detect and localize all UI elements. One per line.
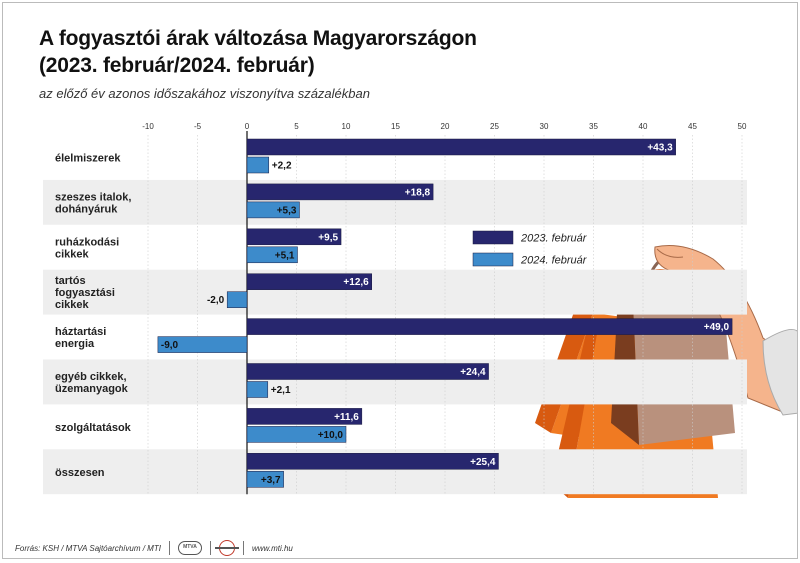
category-label: energia <box>55 338 95 350</box>
data-label: +2,1 <box>271 385 291 396</box>
bar <box>246 201 300 219</box>
footer-separator <box>168 541 170 555</box>
bar <box>157 336 248 353</box>
source-text: Forrás: KSH / MTVA Sajtóarchívum / MTI <box>15 543 161 553</box>
bar <box>246 228 342 246</box>
bar <box>246 246 298 264</box>
category-label: dohányáruk <box>55 203 118 215</box>
category-label: fogyasztási <box>55 287 115 299</box>
category-label: élelmiszerek <box>55 152 121 164</box>
category-label: cikkek <box>55 248 90 260</box>
tick-label: 5 <box>294 122 299 131</box>
category-label: összesen <box>55 467 105 479</box>
bar <box>246 453 499 470</box>
data-label: +43,3 <box>647 143 673 154</box>
bar <box>246 381 269 398</box>
tick-label: 10 <box>342 122 351 131</box>
tick-label: 40 <box>639 122 648 131</box>
data-label: +12,6 <box>343 277 369 288</box>
bar <box>246 156 270 174</box>
chart-title: A fogyasztói árak változása Magyarország… <box>39 25 477 79</box>
legend-label: 2023. február <box>520 233 588 245</box>
tick-label: 45 <box>688 122 697 131</box>
category-label: háztartási <box>55 326 106 338</box>
x-axis-ticks: -10 -5 0 5 10 15 20 25 30 35 40 45 50 <box>142 122 747 131</box>
title-line-2: (2023. február/2024. február) <box>39 54 315 77</box>
title-line-1: A fogyasztói árak változása Magyarország… <box>39 27 477 50</box>
bar <box>246 426 347 443</box>
data-label: +18,8 <box>405 187 431 198</box>
legend-swatch <box>472 230 514 245</box>
bar <box>246 408 363 425</box>
data-label: +5,1 <box>275 250 295 261</box>
bar <box>246 471 284 488</box>
mti-logo <box>214 540 239 556</box>
row-stripe <box>43 269 747 315</box>
fingers <box>656 248 684 258</box>
tick-label: 20 <box>441 122 450 131</box>
website-text: www.mti.hu <box>251 543 293 553</box>
bar <box>246 183 434 201</box>
data-label: -9,0 <box>161 340 179 351</box>
tick-label: -5 <box>194 122 202 131</box>
bar <box>246 363 489 380</box>
legend: 2023. február 2024. február <box>472 230 588 267</box>
footer-separator <box>209 541 211 555</box>
data-label: +3,7 <box>261 475 281 486</box>
bar-chart: -10 -5 0 5 10 15 20 25 30 35 40 45 50 +43,3 +18,8 +9,5… <box>43 122 797 498</box>
sleeve <box>762 328 797 416</box>
data-label: +2,2 <box>272 161 292 172</box>
category-label: cikkek <box>55 299 90 311</box>
category-label: szolgáltatások <box>55 422 132 434</box>
legend-label: 2024. február <box>520 255 588 267</box>
category-label: tartós <box>55 275 86 287</box>
tick-label: 15 <box>391 122 400 131</box>
category-labels: élelmiszerek szeszes italok,dohányáruk ruh… <box>55 152 132 478</box>
bar <box>246 318 733 335</box>
bar <box>226 291 248 308</box>
data-label: +5,3 <box>277 205 297 216</box>
category-label: szeszes italok, <box>55 191 131 203</box>
data-label: +11,6 <box>334 412 359 423</box>
footer: Forrás: KSH / MTVA Sajtóarchívum / MTI M… <box>15 540 293 556</box>
data-label: +25,4 <box>470 457 496 468</box>
tick-label: 35 <box>589 122 598 131</box>
chart-subtitle: az előző év azonos időszakához viszonyít… <box>39 86 370 101</box>
legend-swatch <box>472 252 514 267</box>
footer-separator <box>242 541 244 555</box>
data-label: +9,5 <box>318 232 338 243</box>
bars: +43,3 +18,8 +9,5 +12,6 +49,0 +24,4 +11,6 +25,4 +… <box>157 138 733 488</box>
tick-label: 30 <box>540 122 549 131</box>
data-label: +24,4 <box>460 367 486 378</box>
category-label: egyéb cikkek, <box>55 371 127 383</box>
mtva-logo: MTVA <box>177 541 202 555</box>
data-label: +10,0 <box>318 430 344 441</box>
category-label: ruházkodási <box>55 236 119 248</box>
bar <box>246 273 372 290</box>
data-label: -2,0 <box>207 295 225 306</box>
tick-label: 25 <box>490 122 499 131</box>
data-label: +49,0 <box>704 322 730 333</box>
row-stripes <box>43 179 747 495</box>
category-label: üzemanyagok <box>55 383 129 395</box>
bar <box>246 138 676 156</box>
tick-label: -10 <box>142 122 154 131</box>
tick-label: 0 <box>245 122 250 131</box>
tick-label: 50 <box>738 122 747 131</box>
